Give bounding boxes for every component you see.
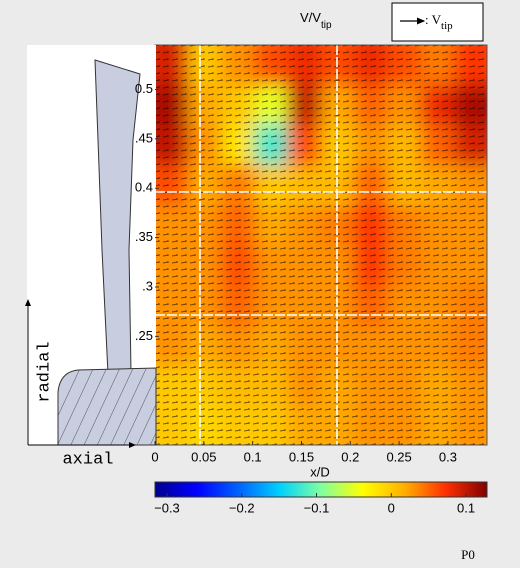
- field-boundaries: [155, 45, 487, 445]
- x-tick-label: 0: [151, 449, 158, 464]
- x-tick-label: 0.2: [341, 449, 359, 464]
- colorbar-title-main: V/V: [300, 10, 321, 25]
- colorbar-tick-label: −0.1: [304, 500, 330, 515]
- legend-sub: tip: [441, 20, 453, 32]
- y-tick-label: 0.4: [135, 180, 153, 195]
- x-tick-label: 0.15: [289, 449, 314, 464]
- axial-label: axial: [62, 450, 113, 469]
- legend-box: [391, 2, 484, 42]
- colorbar-title: V/Vtip: [300, 10, 332, 30]
- colorbar-title-sub: tip: [321, 20, 332, 31]
- x-tick-label: 0.3: [439, 449, 457, 464]
- colorbar-tick-label: −0.2: [229, 500, 255, 515]
- hub-hatch: [58, 368, 156, 445]
- y-tick-label: .45: [135, 130, 153, 145]
- vector-texture: [155, 45, 487, 445]
- x-axis-label: x/D: [310, 464, 330, 479]
- y-tick-label: .3: [142, 278, 153, 293]
- legend-text: : V: [425, 12, 442, 27]
- y-tick-label: 0.5: [135, 81, 153, 96]
- x-tick-label: 0.05: [191, 449, 216, 464]
- y-tick-label: .35: [135, 229, 153, 244]
- x-tick-label: 0.1: [244, 449, 262, 464]
- colorbar: [154, 481, 488, 498]
- y-tick-label: .25: [135, 328, 153, 343]
- colorbar-tick-label: 0: [388, 500, 395, 515]
- colorbar-tick-label: 0.1: [457, 500, 475, 515]
- legend-label: : Vtip: [425, 12, 453, 32]
- panel-label: P0: [461, 547, 475, 562]
- colorbar-tick-label: −0.3: [154, 500, 180, 515]
- x-tick-label: 0.25: [386, 449, 411, 464]
- radial-label: radial: [35, 341, 54, 402]
- field: [155, 45, 487, 445]
- blade-panel: [25, 45, 157, 448]
